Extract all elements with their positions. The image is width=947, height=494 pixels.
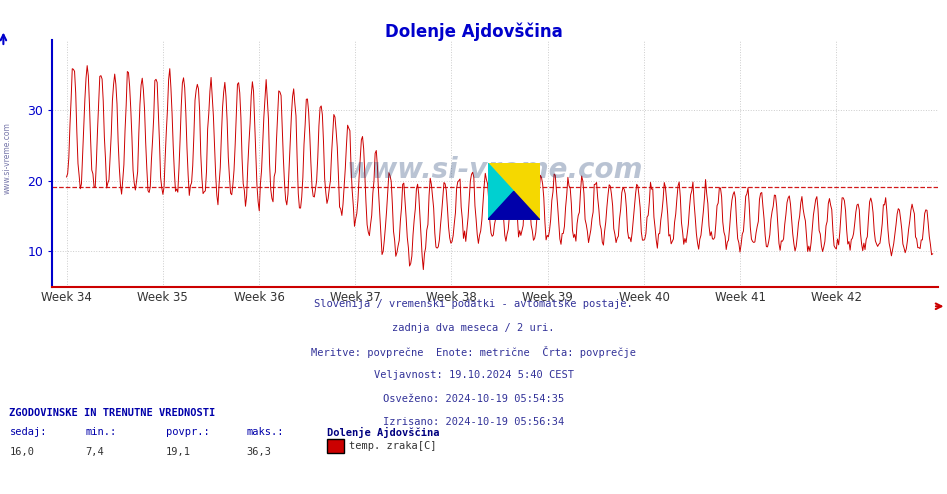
Text: www.si-vreme.com: www.si-vreme.com	[3, 122, 12, 194]
Text: Veljavnost: 19.10.2024 5:40 CEST: Veljavnost: 19.10.2024 5:40 CEST	[373, 370, 574, 380]
Text: Slovenija / vremenski podatki - avtomatske postaje.: Slovenija / vremenski podatki - avtomats…	[314, 299, 633, 309]
Text: Dolenje Ajdovščina: Dolenje Ajdovščina	[384, 22, 563, 41]
Text: sedaj:: sedaj:	[9, 427, 47, 437]
Text: 19,1: 19,1	[166, 447, 190, 457]
Text: 36,3: 36,3	[246, 447, 271, 457]
Text: zadnja dva meseca / 2 uri.: zadnja dva meseca / 2 uri.	[392, 323, 555, 332]
Text: www.si-vreme.com: www.si-vreme.com	[347, 157, 643, 184]
Polygon shape	[488, 192, 540, 220]
Text: Osveženo: 2024-10-19 05:54:35: Osveženo: 2024-10-19 05:54:35	[383, 394, 564, 404]
Text: povpr.:: povpr.:	[166, 427, 209, 437]
Text: Meritve: povprečne  Enote: metrične  Črta: povprečje: Meritve: povprečne Enote: metrične Črta:…	[311, 346, 636, 358]
Text: Dolenje Ajdovščina: Dolenje Ajdovščina	[327, 427, 439, 438]
Polygon shape	[488, 163, 513, 220]
Text: min.:: min.:	[85, 427, 116, 437]
Text: temp. zraka[C]: temp. zraka[C]	[349, 441, 437, 451]
Text: Izrisano: 2024-10-19 05:56:34: Izrisano: 2024-10-19 05:56:34	[383, 417, 564, 427]
Text: 7,4: 7,4	[85, 447, 104, 457]
Text: maks.:: maks.:	[246, 427, 284, 437]
Text: 16,0: 16,0	[9, 447, 34, 457]
Text: ZGODOVINSKE IN TRENUTNE VREDNOSTI: ZGODOVINSKE IN TRENUTNE VREDNOSTI	[9, 408, 216, 417]
